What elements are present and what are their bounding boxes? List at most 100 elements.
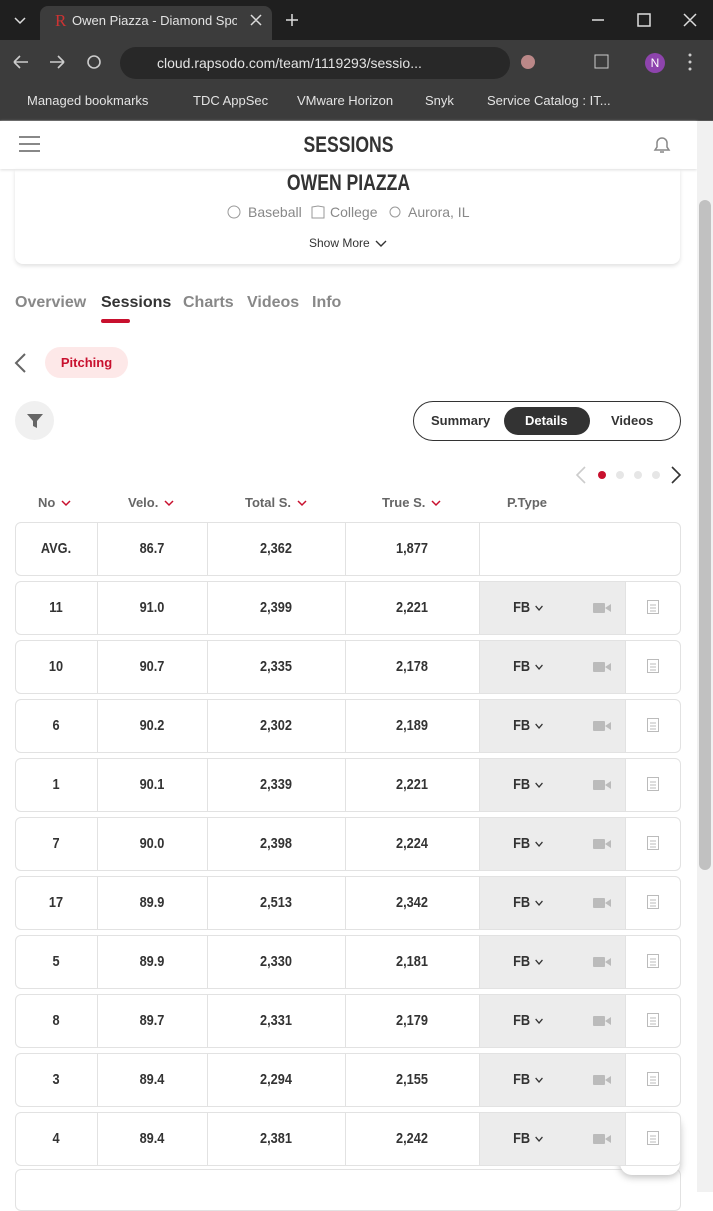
cell-divider	[97, 818, 98, 870]
address-bar[interactable]	[120, 47, 510, 79]
cell-divider	[479, 818, 480, 870]
table-cell[interactable]: FB	[486, 894, 569, 911]
cell-divider	[97, 523, 98, 575]
cell-divider	[625, 995, 626, 1047]
video-icon[interactable]	[593, 778, 611, 796]
tab-title: Owen Piazza - Diamond Sports	[72, 13, 237, 28]
notes-icon[interactable]	[647, 659, 659, 678]
table-cell: 2,189	[396, 717, 428, 734]
average-row	[15, 522, 681, 576]
cell-divider	[479, 877, 480, 929]
table-cell[interactable]: FB	[486, 776, 569, 793]
cell-divider	[479, 523, 480, 575]
video-icon[interactable]	[593, 1132, 611, 1150]
video-icon[interactable]	[593, 660, 611, 678]
toggle-option[interactable]: Videos	[611, 413, 654, 428]
cell-divider	[345, 759, 346, 811]
bookmark[interactable]: VMware Horizon	[297, 93, 394, 108]
table-cell[interactable]: FB	[486, 717, 569, 734]
nav-tab[interactable]: Charts	[183, 294, 234, 311]
cell-divider	[97, 995, 98, 1047]
toggle-option[interactable]: Details	[525, 413, 568, 428]
location: Aurora, IL	[408, 204, 470, 220]
menu-icon[interactable]	[18, 134, 42, 154]
column-header[interactable]: Total S.	[245, 495, 307, 510]
table-cell: 2,335	[260, 658, 292, 675]
table-cell[interactable]: FB	[486, 1012, 569, 1029]
bell-icon[interactable]	[652, 135, 672, 155]
cell-divider	[479, 700, 480, 752]
cell-divider	[625, 936, 626, 988]
notes-icon[interactable]	[647, 1072, 659, 1091]
table-cell: 2,221	[396, 776, 428, 793]
notes-icon[interactable]	[647, 718, 659, 737]
nav-tab[interactable]: Sessions	[101, 294, 172, 311]
active-tab[interactable]	[40, 6, 272, 40]
cell-divider	[207, 936, 208, 988]
table-cell[interactable]: FB	[486, 1130, 569, 1147]
nav-tab[interactable]: Info	[312, 294, 342, 311]
toggle-option[interactable]: Summary	[431, 413, 491, 428]
table-cell: 3	[52, 1071, 60, 1088]
video-icon[interactable]	[593, 1073, 611, 1091]
notes-icon[interactable]	[647, 1131, 659, 1150]
show-more[interactable]: Show More	[309, 236, 370, 250]
table-cell[interactable]: FB	[486, 1071, 569, 1088]
filter-chip[interactable]: Pitching	[45, 347, 128, 378]
profile-avatar[interactable]: N	[645, 53, 665, 73]
pager	[575, 466, 682, 484]
scrollbar-thumb[interactable]	[699, 200, 711, 870]
table-cell: 2,331	[260, 1012, 292, 1029]
notes-icon[interactable]	[647, 1013, 659, 1032]
notes-icon[interactable]	[647, 836, 659, 855]
table-cell: 2,362	[260, 540, 292, 557]
bookmark[interactable]: TDC AppSec	[193, 93, 269, 108]
column-header[interactable]: No	[38, 495, 71, 510]
table-cell: 4	[52, 1130, 60, 1147]
bookmark[interactable]: Managed bookmarks	[27, 93, 149, 108]
bookmark[interactable]: Service Catalog : IT...	[487, 93, 611, 108]
table-cell: 2,339	[260, 776, 292, 793]
notes-icon[interactable]	[647, 895, 659, 914]
cell-divider	[479, 641, 480, 693]
nav-tab[interactable]: Videos	[247, 294, 300, 311]
table-cell[interactable]: FB	[486, 953, 569, 970]
player-name: OWEN PIAZZA	[286, 170, 411, 195]
table-cell: 2,242	[396, 1130, 428, 1147]
cell-divider	[345, 818, 346, 870]
back-icon[interactable]	[12, 352, 28, 374]
page-title: SESSIONS	[303, 132, 394, 157]
video-icon[interactable]	[593, 601, 611, 619]
partial-row	[15, 1169, 681, 1211]
bookmark[interactable]: Snyk	[425, 93, 454, 108]
table-cell: 8	[52, 1012, 60, 1029]
table-cell: 2,224	[396, 835, 428, 852]
cell-divider	[207, 995, 208, 1047]
video-icon[interactable]	[593, 719, 611, 737]
notes-icon[interactable]	[647, 600, 659, 619]
column-header: P.Type	[507, 495, 547, 510]
video-icon[interactable]	[593, 896, 611, 914]
table-cell: 7	[52, 835, 60, 852]
table-cell[interactable]: FB	[486, 658, 569, 675]
column-header[interactable]: True S.	[382, 495, 441, 510]
video-icon[interactable]	[593, 837, 611, 855]
table-cell: 2,155	[396, 1071, 428, 1088]
cell-divider	[625, 877, 626, 929]
cell-divider	[207, 582, 208, 634]
table-cell[interactable]: FB	[486, 599, 569, 616]
video-icon[interactable]	[593, 1014, 611, 1032]
table-cell: 89.4	[139, 1130, 165, 1147]
nav-tab[interactable]: Overview	[15, 294, 87, 311]
table-cell: 2,398	[260, 835, 292, 852]
video-icon[interactable]	[593, 955, 611, 973]
column-header[interactable]: Velo.	[128, 495, 174, 510]
table-cell: 2,178	[396, 658, 428, 675]
cell-divider	[479, 1113, 480, 1165]
table-cell[interactable]: FB	[486, 835, 569, 852]
notes-icon[interactable]	[647, 777, 659, 796]
cell-divider	[207, 700, 208, 752]
table-cell: 2,513	[260, 894, 292, 911]
notes-icon[interactable]	[647, 954, 659, 973]
